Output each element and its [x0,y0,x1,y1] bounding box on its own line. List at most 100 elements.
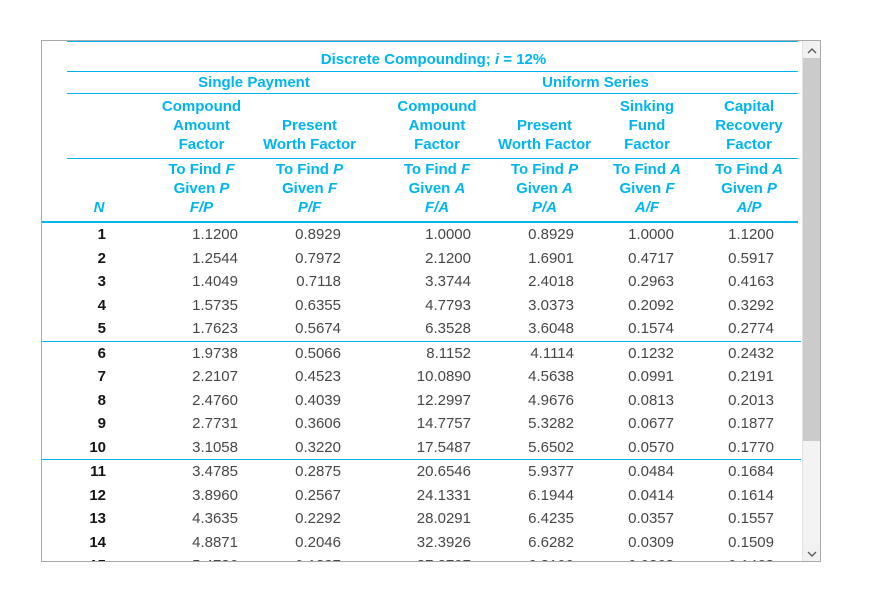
cell-n: 5 [97,320,106,337]
cell-pa: 5.9377 [528,463,574,480]
vertical-scrollbar[interactable] [802,41,820,561]
cell-pf: 0.2567 [295,486,341,504]
cell-fp: 4.3635 [192,510,238,527]
cell-af: 0.0570 [628,438,674,456]
cell-ap: 0.3292 [728,296,774,314]
table-row: 5 1.7623 0.5674 6.3528 3.6048 0.1574 0.2… [42,317,801,342]
column-name-present-worth-pf: Present Worth Factor [262,117,357,153]
column-header-ap: To Find A Given P A/P [714,161,784,216]
column-name-present-worth-pa: Present Worth Factor [497,117,592,153]
factor-table-panel: Discrete Compounding; i = 12% Single Pay… [41,40,821,562]
cell-pa: 5.3282 [528,415,574,432]
cell-pa: 4.1114 [530,344,574,362]
table-body: 1 1.1200 0.8929 1.0000 0.8929 1.0000 1.1… [42,223,801,561]
cell-pa: 0.8929 [528,226,574,243]
cell-n: 14 [89,533,106,551]
cell-ap: 0.1770 [728,438,774,456]
table-row: 3 1.4049 0.7118 3.3744 2.4018 0.2963 0.4… [42,270,801,294]
chevron-down-icon [807,544,817,562]
table-title: Discrete Compounding; i = 12% [42,48,801,71]
cell-pf: 0.4523 [295,368,341,385]
cell-fp: 1.2544 [192,249,238,267]
column-name-sinking-fund-af: Sinking Fund Factor [619,98,675,153]
cell-pa: 6.4235 [528,510,574,527]
rule-below-names [67,158,798,159]
cell-fp: 2.2107 [192,368,238,385]
rule-below-headers [42,221,798,223]
cell-n: 8 [97,391,106,409]
cell-fp: 3.8960 [192,486,238,504]
title-text: Discrete Compounding; [320,51,495,68]
scrollbar-thumb[interactable] [803,58,820,441]
cell-ap: 0.1684 [728,463,774,480]
cell-pf: 0.2046 [295,533,341,551]
column-name-compound-amount-fp: Compound Amount Factor [161,98,242,153]
table-row: 9 2.7731 0.3606 14.7757 5.3282 0.0677 0.… [42,412,801,436]
column-header-fp: To Find F Given P F/P [168,161,235,216]
cell-fp: 2.4760 [192,391,238,409]
title-interest-var: i [494,51,500,68]
cell-fp: 3.4785 [192,463,238,480]
rule-below-title [67,71,798,72]
cell-n: 9 [97,415,106,432]
cell-fp: 1.5735 [192,296,238,314]
table-row: 15 5.4736 0.1827 37.2797 6.8109 0.0268 0… [42,554,801,561]
cell-af: 0.0991 [628,368,674,385]
cell-pf: 0.7118 [296,273,341,290]
table-row: 2 1.2544 0.7972 2.1200 1.6901 0.4717 0.5… [42,247,801,271]
cell-n: 10 [89,438,106,456]
scrollbar-track[interactable] [803,58,820,544]
cell-ap: 1.1200 [728,226,774,243]
group-header-uniform-series: Uniform Series [542,74,649,91]
cell-ap: 0.2432 [728,344,774,362]
cell-ap: 0.1877 [728,415,774,432]
cell-pa: 6.6282 [528,533,574,551]
cell-fp: 1.1200 [192,226,238,243]
cell-fp: 4.8871 [192,533,238,551]
cell-fa: 24.1331 [416,486,471,504]
find-given-row: N To Find F Given P F/P To Find P Given … [42,159,801,221]
table-content: Discrete Compounding; i = 12% Single Pay… [42,41,803,561]
cell-pa: 4.9676 [528,391,574,409]
cell-pa: 4.5638 [528,368,574,385]
cell-fp: 1.7623 [192,320,238,337]
cell-pf: 0.5674 [295,320,341,337]
cell-af: 0.0484 [628,463,674,480]
column-name-capital-recovery-ap: Capital Recovery Factor [715,98,783,153]
cell-n: 3 [97,273,106,290]
table-row: 8 2.4760 0.4039 12.2997 4.9676 0.0813 0.… [42,389,801,413]
cell-fa: 14.7757 [416,415,471,432]
scrollbar-down-button[interactable] [803,544,820,561]
cell-af: 0.0357 [628,510,674,527]
cell-n: 6 [97,344,106,362]
cell-af: 1.0000 [628,226,674,243]
cell-pf: 0.8929 [295,226,341,243]
column-header-fa: To Find F Given A F/A [403,161,471,216]
column-header-pa: To Find P Given A P/A [510,161,579,216]
cell-fa: 3.3744 [425,273,471,290]
cell-fa: 6.3528 [425,320,471,337]
title-rate: = 12% [499,51,547,68]
cell-fp: 3.1058 [192,438,238,456]
cell-af: 0.0677 [628,415,674,432]
cell-pa: 6.1944 [528,486,574,504]
cell-pf: 0.2875 [295,463,341,480]
cell-fa: 2.1200 [425,249,471,267]
cell-fp: 1.4049 [192,273,238,290]
cell-pa: 3.6048 [528,320,574,337]
cell-ap: 0.1557 [728,510,774,527]
cell-ap: 0.1614 [728,486,774,504]
scrollbar-up-button[interactable] [803,41,820,58]
group-header-row: Single Payment Uniform Series [42,72,801,93]
cell-n: 1 [97,226,106,243]
cell-fp: 2.7731 [192,415,238,432]
chevron-up-icon [807,41,817,59]
cell-n: 4 [97,296,106,314]
cell-fa: 12.2997 [416,391,471,409]
table-row: 11 3.4785 0.2875 20.6546 5.9377 0.0484 0… [42,460,801,484]
cell-ap: 0.5917 [728,249,774,267]
rule-below-groups [67,93,798,94]
table-row: 13 4.3635 0.2292 28.0291 6.4235 0.0357 0… [42,507,801,531]
cell-n: 7 [97,368,106,385]
cell-pf: 0.1827 [257,554,362,561]
